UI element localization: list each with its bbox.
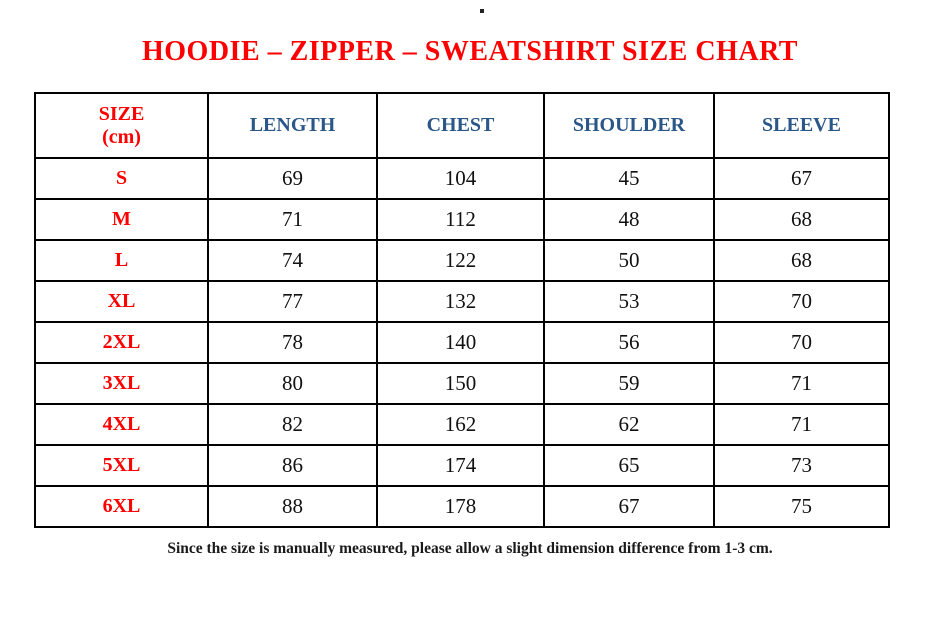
table-row: XL 77 132 53 70 — [34, 280, 890, 323]
column-header-length: LENGTH — [207, 92, 378, 159]
chest-cell: 178 — [376, 485, 545, 528]
shoulder-cell: 65 — [543, 444, 715, 487]
shoulder-cell: 48 — [543, 198, 715, 241]
shoulder-cell: 50 — [543, 239, 715, 282]
shoulder-cell: 62 — [543, 403, 715, 446]
size-cell: M — [34, 198, 209, 241]
size-cell: 6XL — [34, 485, 209, 528]
size-cell: XL — [34, 280, 209, 323]
length-cell: 71 — [207, 198, 378, 241]
sleeve-cell: 68 — [713, 198, 890, 241]
chest-cell: 132 — [376, 280, 545, 323]
length-cell: 77 — [207, 280, 378, 323]
sleeve-cell: 71 — [713, 362, 890, 405]
sleeve-cell: 75 — [713, 485, 890, 528]
page-title: HOODIE – ZIPPER – SWEATSHIRT SIZE CHART — [142, 36, 798, 67]
column-header-sleeve: SLEEVE — [713, 92, 890, 159]
table-row: S 69 104 45 67 — [34, 157, 890, 200]
length-cell: 74 — [207, 239, 378, 282]
length-cell: 86 — [207, 444, 378, 487]
length-cell: 80 — [207, 362, 378, 405]
sleeve-cell: 70 — [713, 280, 890, 323]
header-row: SIZE (cm) LENGTH CHEST SHOULDER SLEEVE — [34, 92, 890, 159]
column-header-shoulder: SHOULDER — [543, 92, 715, 159]
chest-cell: 104 — [376, 157, 545, 200]
table-row: 5XL 86 174 65 73 — [34, 444, 890, 487]
size-cell: 2XL — [34, 321, 209, 364]
chest-cell: 150 — [376, 362, 545, 405]
chest-cell: 122 — [376, 239, 545, 282]
table-row: 3XL 80 150 59 71 — [34, 362, 890, 405]
table-row: M 71 112 48 68 — [34, 198, 890, 241]
footer-note: Since the size is manually measured, ple… — [167, 540, 773, 557]
sleeve-cell: 70 — [713, 321, 890, 364]
size-cell: L — [34, 239, 209, 282]
shoulder-cell: 59 — [543, 362, 715, 405]
table-body: S 69 104 45 67 M 71 112 48 68 L 74 122 50 68 XL 77 132 53 7… — [34, 157, 890, 528]
shoulder-cell: 56 — [543, 321, 715, 364]
length-cell: 88 — [207, 485, 378, 528]
chest-cell: 112 — [376, 198, 545, 241]
table-row: 4XL 82 162 62 71 — [34, 403, 890, 446]
column-header-chest: CHEST — [376, 92, 545, 159]
size-cell: 4XL — [34, 403, 209, 446]
table-row: L 74 122 50 68 — [34, 239, 890, 282]
size-cell: 3XL — [34, 362, 209, 405]
shoulder-cell: 53 — [543, 280, 715, 323]
length-cell: 69 — [207, 157, 378, 200]
chest-cell: 162 — [376, 403, 545, 446]
chest-cell: 140 — [376, 321, 545, 364]
stray-dot-mark — [480, 9, 484, 13]
length-cell: 78 — [207, 321, 378, 364]
sleeve-cell: 71 — [713, 403, 890, 446]
column-header-size: SIZE (cm) — [34, 92, 209, 159]
length-cell: 82 — [207, 403, 378, 446]
size-cell: 5XL — [34, 444, 209, 487]
table-row: 6XL 88 178 67 75 — [34, 485, 890, 528]
size-chart-table: SIZE (cm) LENGTH CHEST SHOULDER SLEEVE S… — [34, 92, 890, 528]
sleeve-cell: 73 — [713, 444, 890, 487]
size-cell: S — [34, 157, 209, 200]
chest-cell: 174 — [376, 444, 545, 487]
shoulder-cell: 45 — [543, 157, 715, 200]
sleeve-cell: 68 — [713, 239, 890, 282]
table-row: 2XL 78 140 56 70 — [34, 321, 890, 364]
shoulder-cell: 67 — [543, 485, 715, 528]
sleeve-cell: 67 — [713, 157, 890, 200]
